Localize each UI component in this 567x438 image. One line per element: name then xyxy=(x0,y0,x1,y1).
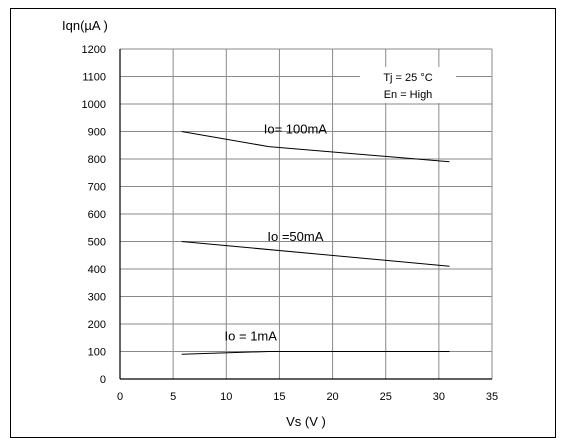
y-tick-label: 900 xyxy=(88,127,106,139)
y-tick-label: 800 xyxy=(88,154,106,166)
x-tick-label: 15 xyxy=(273,391,285,403)
series-label: Io = 1mA xyxy=(225,329,278,344)
chart-frame xyxy=(10,8,556,438)
x-tick-label: 10 xyxy=(220,391,232,403)
y-tick-label: 500 xyxy=(88,237,106,249)
y-tick-label: 1200 xyxy=(82,44,106,56)
series-line xyxy=(181,131,450,163)
x-tick-label: 0 xyxy=(117,391,123,403)
series-label: Io= 100mA xyxy=(264,122,328,137)
x-axis-label: Vs (V ) xyxy=(286,414,326,429)
x-tick-label: 25 xyxy=(380,391,392,403)
y-tick-label: 600 xyxy=(88,209,106,221)
y-tick-label: 1000 xyxy=(82,99,106,111)
x-tick-label: 5 xyxy=(170,391,176,403)
annotation-box xyxy=(360,67,456,103)
x-tick-label: 35 xyxy=(486,391,498,403)
y-tick-label: 300 xyxy=(88,292,106,304)
series-labels: Io= 100mA Io =50mA Io = 1mA xyxy=(225,122,328,344)
x-tick-label: 30 xyxy=(433,391,445,403)
y-tick-label: 700 xyxy=(88,182,106,194)
y-tick-label: 100 xyxy=(88,347,106,359)
x-tick-label: 20 xyxy=(326,391,338,403)
annotation-line-2: En = High xyxy=(384,89,433,101)
y-tick-label: 1100 xyxy=(82,72,106,84)
y-axis-label: Iqn(µA ) xyxy=(62,18,108,33)
series-lines xyxy=(181,131,450,355)
series-label: Io =50mA xyxy=(267,229,323,244)
series-line xyxy=(181,241,450,267)
y-tick-label: 0 xyxy=(100,374,106,386)
y-tick-label: 400 xyxy=(88,264,106,276)
annotation-line-1: Tj = 25 °C xyxy=(383,72,432,84)
series-line xyxy=(181,351,450,355)
tick-labels: 0 5 10 15 20 25 30 35 0 100 200 300 400 500 600 700 800 9… xyxy=(82,44,499,403)
grid xyxy=(119,48,493,380)
y-tick-label: 200 xyxy=(88,319,106,331)
